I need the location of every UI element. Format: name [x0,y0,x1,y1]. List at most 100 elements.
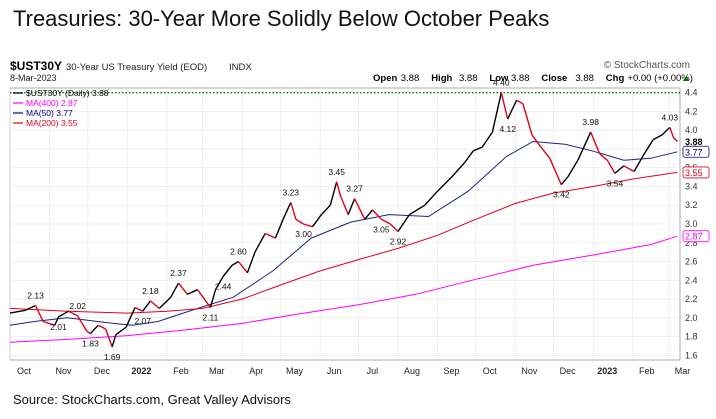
value-annotation: 2.18 [142,286,159,296]
value-annotation: 3.00 [295,229,312,239]
price-segment [567,159,579,178]
price-segment [264,232,276,239]
x-tick-label: Feb [639,366,655,376]
price-segment [105,328,113,348]
price-segment [389,223,399,233]
right-value-label: 3.55 [685,168,703,178]
x-tick-label: Nov [56,366,73,376]
ohlc-label-close: Close [541,73,567,84]
right-value-label: 3.88 [685,137,703,147]
y-tick-label: 4.0 [685,125,698,135]
chart-symbol: $UST30Y [10,59,62,73]
price-segment [214,276,224,291]
price-segment [463,150,474,164]
value-annotation: 2.44 [215,282,232,292]
price-segment [125,307,136,328]
price-segment [170,282,180,298]
price-segment [409,204,426,216]
x-tick-label: Oct [17,366,32,376]
price-segment [364,209,373,220]
value-annotation: 2.01 [50,322,67,332]
price-segment [590,131,601,154]
x-tick-label: Feb [173,366,189,376]
price-segment [347,198,356,215]
x-tick-label: Apr [249,366,263,376]
value-annotation: 4.03 [662,112,679,122]
price-segment [209,289,217,308]
price-segment [437,176,453,192]
page-title: Treasuries: 30-Year More Solidly Below O… [13,6,550,31]
value-annotation: 2.92 [390,237,407,247]
price-segment [303,223,313,228]
price-segment [397,214,410,232]
ohlc-value-open: 3.88 [401,73,420,84]
series-ma200 [9,171,678,314]
price-segment [329,181,338,206]
legend-entry: MA(400) 2.87 [26,98,78,108]
y-tick-label: 4.4 [685,88,698,98]
value-annotation: 3.05 [373,224,390,234]
price-segment [89,324,99,335]
y-tick-label: 2.8 [685,238,698,248]
x-tick-label: Dec [94,366,111,376]
price-segment [661,126,671,136]
value-annotation: 3.45 [328,167,345,177]
price-segment [158,296,172,309]
value-annotation: 2.07 [134,316,151,326]
price-segment [606,159,616,174]
legend-entry: MA(50) 3.77 [26,108,73,118]
ohlc-value-low: 3.88 [511,73,530,84]
price-segment [58,310,70,318]
x-tick-label: May [286,366,304,376]
price-segment [237,261,248,274]
price-segment [633,153,645,172]
price-segment [577,131,592,161]
price-segment [222,264,233,277]
y-tick-label: 3.2 [685,200,698,210]
price-segment [381,218,391,225]
value-annotation: 3.23 [282,187,299,197]
y-tick-label: 2.4 [685,275,698,285]
series-ma400 [9,235,678,343]
price-segment [311,214,322,228]
price-segment [97,324,107,330]
ohlc-value-high: 3.88 [459,73,478,84]
price-segment [134,306,144,312]
right-value-label: 3.77 [685,147,703,157]
right-label-box [682,145,710,158]
price-segment [371,209,382,220]
price-segment [68,310,78,317]
price-segment [25,304,36,311]
x-tick-label: Mar [675,366,691,376]
price-segment [652,134,663,141]
price-segment [623,165,635,173]
chart-watermark: © StockCharts.com [604,60,690,71]
price-segment [295,218,304,225]
value-annotation: 3.27 [346,184,363,194]
price-segment [560,176,569,186]
x-tick-label: 2022 [131,366,151,376]
price-segment [424,190,439,206]
price-segment [522,103,533,136]
value-annotation: 3.98 [582,117,599,127]
y-tick-label: 2.6 [685,257,698,267]
ohlc-label-high: High [431,73,452,84]
up-arrow-icon: ▲ [682,73,691,83]
price-segment [673,137,678,142]
value-annotation: 3.54 [607,178,624,188]
price-segment [643,139,654,155]
price-segment [451,162,465,178]
price-segment [42,320,55,326]
y-tick-label: 1.8 [685,332,698,342]
price-segment [34,305,44,322]
value-annotation: 1.83 [82,339,99,349]
value-annotation: 3.42 [553,190,570,200]
price-segment [149,300,160,309]
price-segment [336,181,342,197]
ohlc-label-open: Open [373,73,397,84]
ohlc-value-close: 3.88 [575,73,594,84]
price-segment [254,233,266,253]
y-tick-label: 3.0 [685,219,698,229]
ohlc-value-chg: +0.00 (+0.00%) [627,73,693,84]
price-segment [54,316,60,326]
